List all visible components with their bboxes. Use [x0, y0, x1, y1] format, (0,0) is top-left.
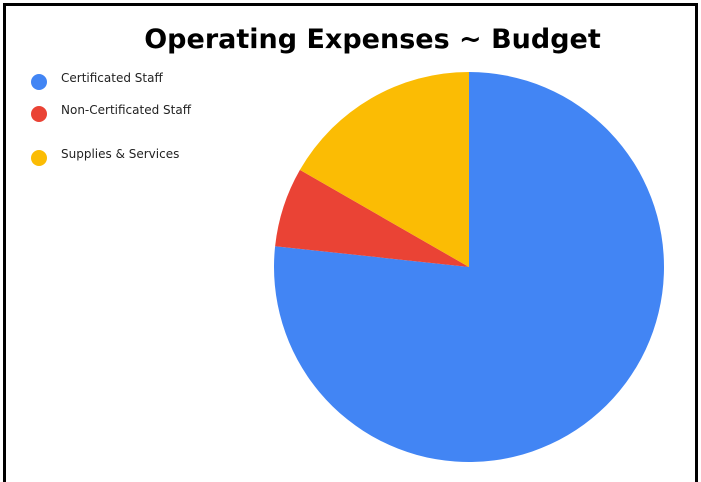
- pie-slice-non-certificated-staff[interactable]: [275, 169, 469, 267]
- legend-label-non-certificated-staff: Non-Certificated Staff: [61, 103, 191, 117]
- legend-label-supplies-services: Supplies & Services: [61, 147, 180, 161]
- chart-title: Operating Expenses ~ Budget: [144, 24, 601, 55]
- legend-swatch-supplies-services: [31, 150, 47, 166]
- pie-slice-supplies-services[interactable]: [299, 71, 469, 267]
- legend-swatch-non-certificated-staff: [31, 106, 47, 122]
- legend-swatch-certificated-staff: [31, 74, 47, 90]
- legend-label-certificated-staff: Certificated Staff: [61, 71, 163, 85]
